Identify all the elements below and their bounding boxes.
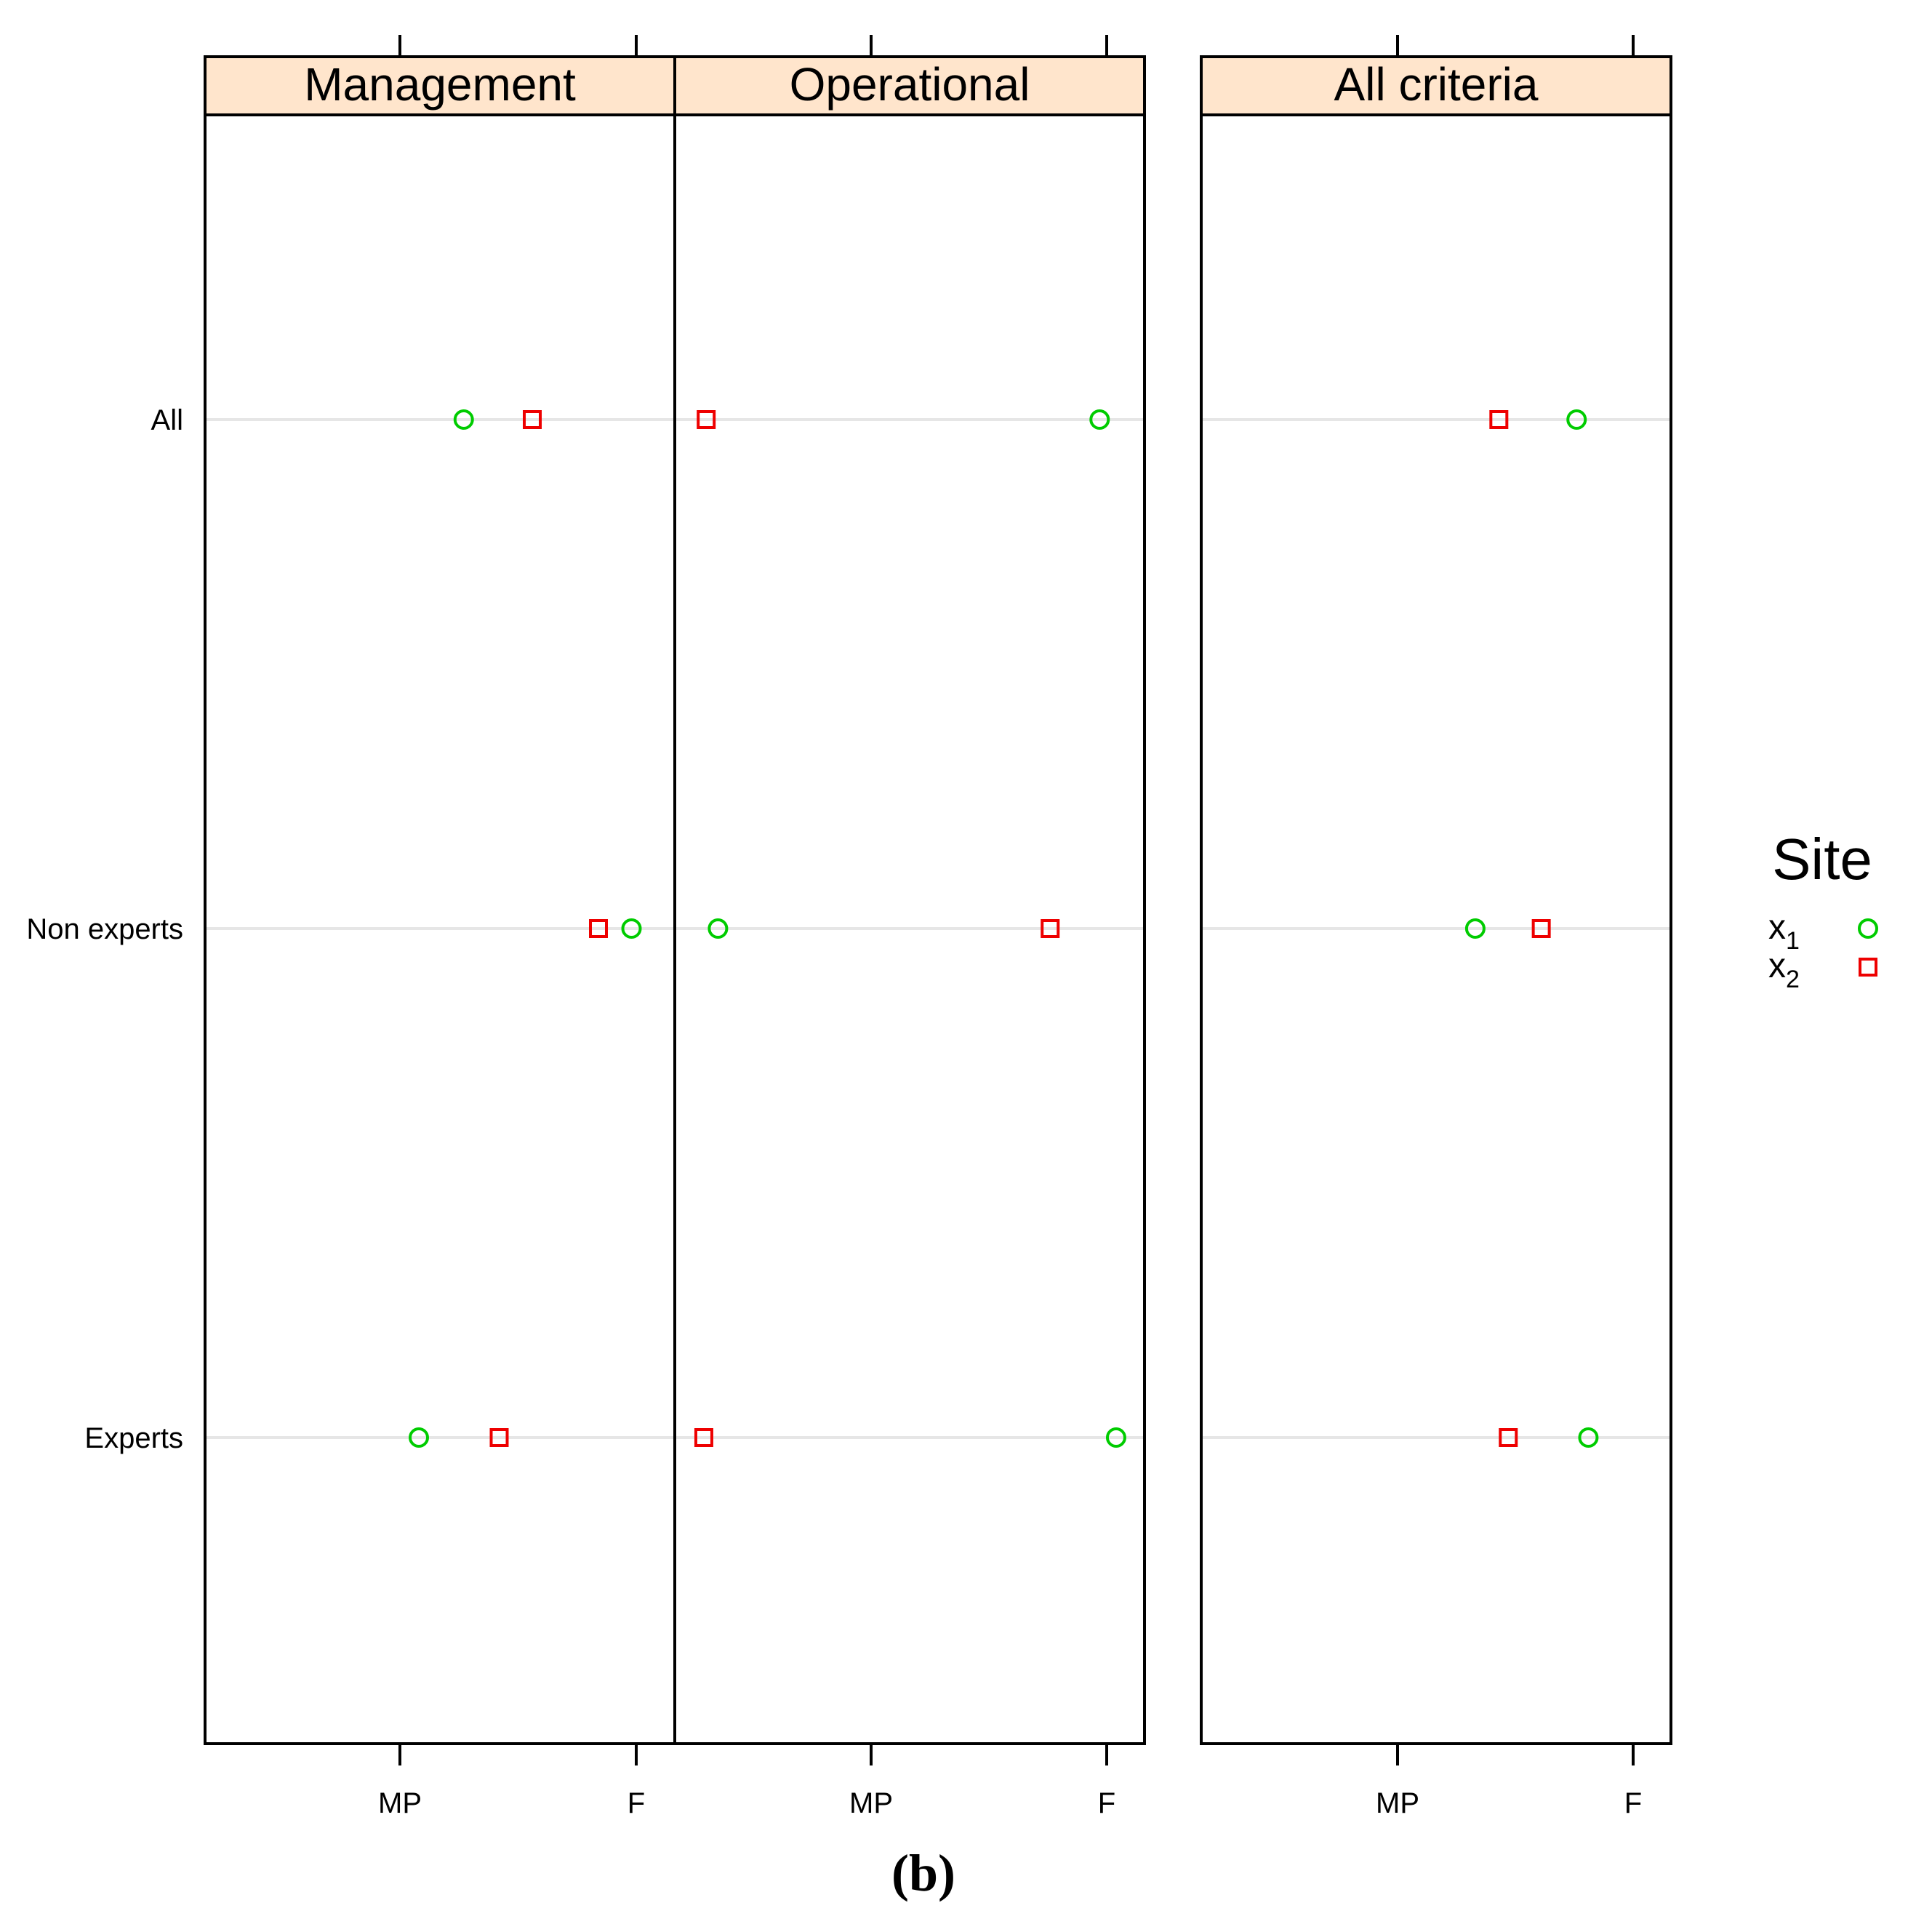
panel-management: Management MP F bbox=[204, 35, 676, 1819]
panel-operational: Operational MP F bbox=[673, 35, 1146, 1819]
strip-all-criteria bbox=[1200, 55, 1672, 116]
point-x1-experts-operational bbox=[1105, 1427, 1126, 1448]
strip-title-operational: Operational bbox=[790, 58, 1030, 111]
point-x2-all-operational bbox=[697, 410, 716, 429]
point-x2-experts-operational bbox=[694, 1428, 713, 1447]
legend-title: Site bbox=[1772, 827, 1872, 891]
point-x1-non-experts-management bbox=[621, 918, 642, 939]
y-label-experts: Experts bbox=[84, 1422, 183, 1454]
point-x2-non-experts-all-criteria bbox=[1531, 919, 1551, 938]
legend-label-sub-x2: 2 bbox=[1786, 966, 1800, 993]
strip-title-all-criteria: All criteria bbox=[1334, 58, 1539, 111]
tick-label-f-operational: F bbox=[1098, 1787, 1115, 1819]
point-x2-non-experts-operational bbox=[1041, 919, 1060, 938]
y-label-all: All bbox=[151, 404, 183, 436]
point-x1-non-experts-operational bbox=[708, 918, 729, 939]
legend-marker-x2 bbox=[1859, 958, 1877, 977]
y-axis-labels: All Non experts Experts bbox=[26, 404, 183, 1454]
panel-all-criteria: All criteria MP F bbox=[1200, 35, 1672, 1819]
tick-label-mp-all-criteria: MP bbox=[1376, 1787, 1419, 1819]
y-label-non-experts: Non experts bbox=[26, 913, 183, 945]
point-x1-experts-management bbox=[409, 1427, 429, 1448]
legend-label-sub-x1: 1 bbox=[1786, 927, 1800, 955]
panels-group: Management MP F Operational MP F All criteria M… bbox=[204, 35, 1672, 1819]
point-x1-non-experts-all-criteria bbox=[1464, 918, 1486, 939]
point-x2-all-management bbox=[523, 410, 542, 429]
tick-label-mp-operational: MP bbox=[849, 1787, 893, 1819]
strip-management bbox=[204, 55, 676, 116]
figure-caption: (b) bbox=[891, 1844, 955, 1902]
point-x1-all-all-criteria bbox=[1566, 409, 1587, 430]
tick-label-f-all-criteria: F bbox=[1624, 1787, 1642, 1819]
panel-border-operational bbox=[673, 113, 1146, 1745]
panel-border-all-criteria bbox=[1200, 113, 1672, 1745]
strip-title-management: Management bbox=[304, 58, 576, 111]
tick-label-f-management: F bbox=[628, 1787, 645, 1819]
point-x1-experts-all-criteria bbox=[1578, 1427, 1599, 1448]
point-x2-all-all-criteria bbox=[1489, 410, 1509, 429]
legend-marker-x1 bbox=[1858, 918, 1878, 939]
point-x2-non-experts-management bbox=[589, 919, 608, 938]
point-x1-all-operational bbox=[1089, 409, 1110, 430]
point-x1-all-management bbox=[453, 409, 474, 430]
point-x2-experts-management bbox=[489, 1428, 509, 1447]
tick-label-mp-management: MP bbox=[378, 1787, 422, 1819]
point-x2-experts-all-criteria bbox=[1499, 1428, 1518, 1447]
